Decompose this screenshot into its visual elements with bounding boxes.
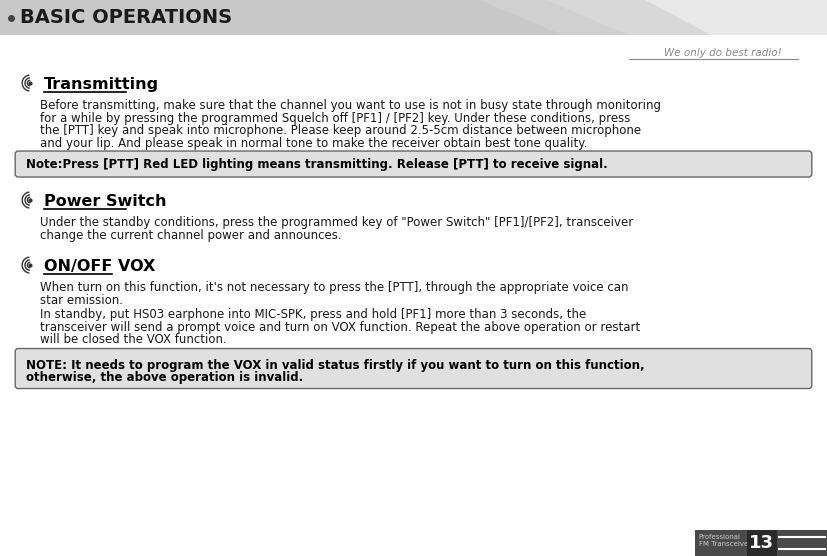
FancyBboxPatch shape — [0, 0, 827, 35]
Text: Transmitting: Transmitting — [44, 77, 160, 92]
Text: change the current channel power and announces.: change the current channel power and ann… — [40, 229, 342, 241]
Text: When turn on this function, it's not necessary to press the [PTT], through the a: When turn on this function, it's not nec… — [40, 281, 629, 294]
Text: for a while by pressing the programmed Squelch off [PF1] / [PF2] key. Under thes: for a while by pressing the programmed S… — [40, 112, 630, 125]
Text: NOTE: It needs to program the VOX in valid status firstly if you want to turn on: NOTE: It needs to program the VOX in val… — [26, 359, 645, 371]
Text: otherwise, the above operation is invalid.: otherwise, the above operation is invali… — [26, 371, 304, 384]
FancyBboxPatch shape — [747, 530, 777, 556]
Text: Note:Press [PTT] Red LED lighting means transmitting. Release [PTT] to receive s: Note:Press [PTT] Red LED lighting means … — [26, 157, 608, 171]
Text: the [PTT] key and speak into microphone. Please keep around 2.5-5cm distance bet: the [PTT] key and speak into microphone.… — [40, 124, 641, 137]
Text: 13: 13 — [749, 534, 774, 552]
Text: star emission.: star emission. — [40, 294, 122, 306]
Polygon shape — [480, 0, 629, 35]
Text: transceiver will send a prompt voice and turn on VOX function. Repeat the above : transceiver will send a prompt voice and… — [40, 320, 640, 334]
Text: will be closed the VOX function.: will be closed the VOX function. — [40, 333, 227, 346]
FancyBboxPatch shape — [695, 530, 827, 556]
Text: Professional
FM Transceiver: Professional FM Transceiver — [699, 534, 751, 548]
Text: Before transmitting, make sure that the channel you want to use is not in busy s: Before transmitting, make sure that the … — [40, 99, 661, 112]
Text: ON/OFF VOX: ON/OFF VOX — [44, 259, 155, 274]
Text: Power Switch: Power Switch — [44, 194, 167, 209]
Text: and your lip. And please speak in normal tone to make the receiver obtain best t: and your lip. And please speak in normal… — [40, 137, 587, 150]
Polygon shape — [645, 0, 827, 35]
Text: We only do best radio!: We only do best radio! — [664, 48, 782, 58]
FancyBboxPatch shape — [15, 151, 812, 177]
FancyBboxPatch shape — [15, 349, 812, 389]
Text: In standby, put HS03 earphone into MIC-SPK, press and hold [PF1] more than 3 sec: In standby, put HS03 earphone into MIC-S… — [40, 308, 586, 321]
Text: Under the standby conditions, press the programmed key of "Power Switch" [PF1]/[: Under the standby conditions, press the … — [40, 216, 633, 229]
Polygon shape — [513, 0, 827, 35]
Text: BASIC OPERATIONS: BASIC OPERATIONS — [20, 8, 232, 27]
